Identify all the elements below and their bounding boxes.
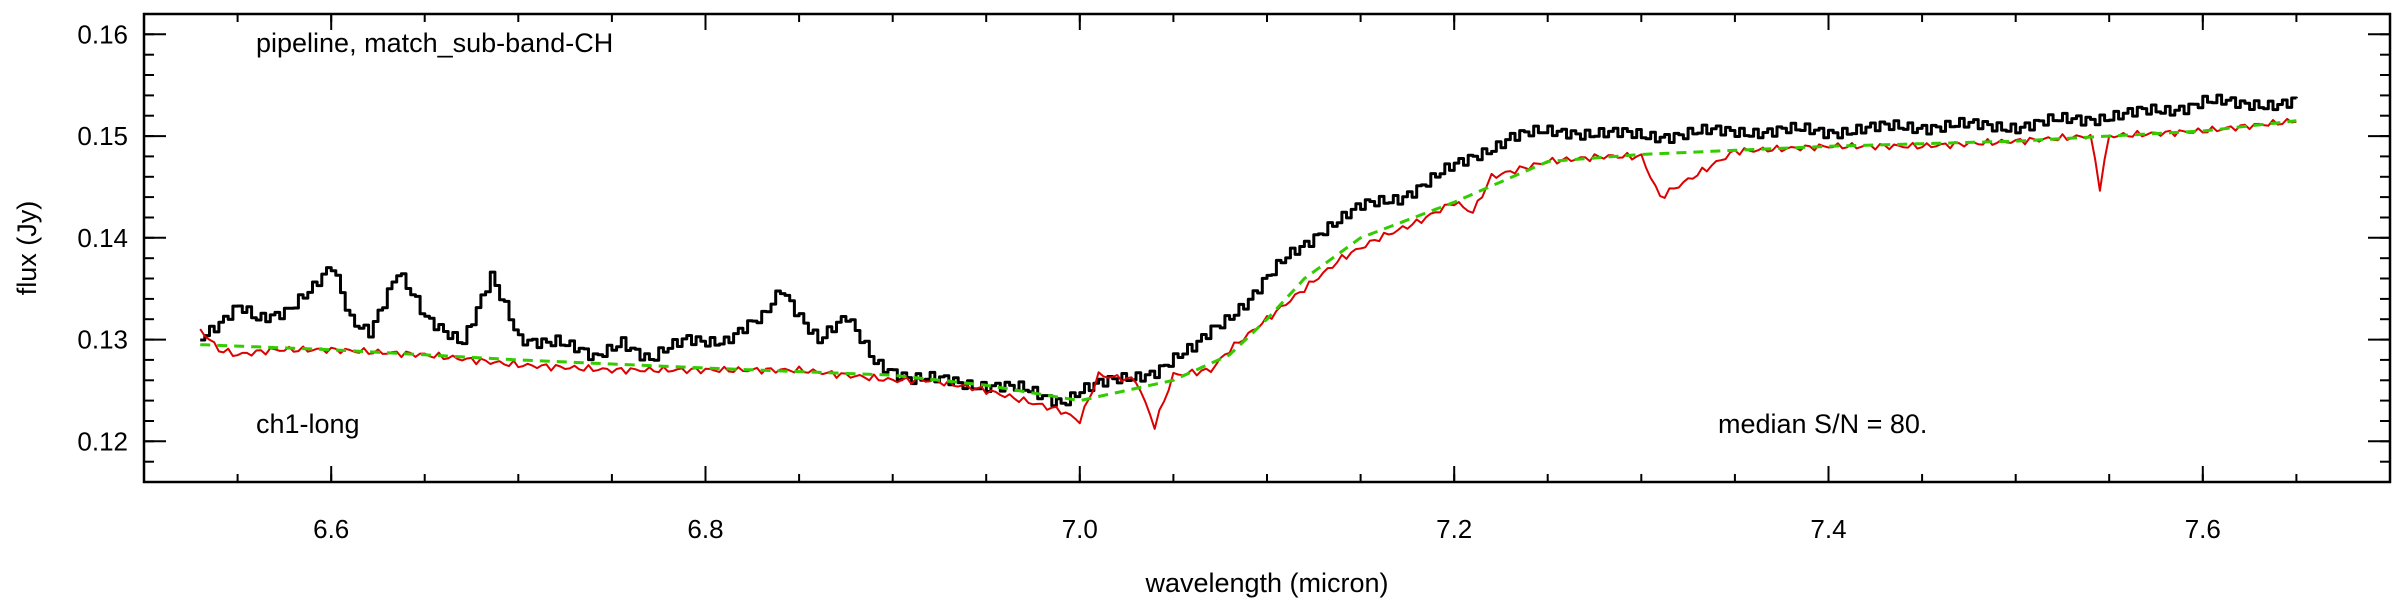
y-axis-title: flux (Jy)	[12, 201, 42, 296]
x-tick-label: 7.4	[1810, 514, 1846, 544]
tick-layer	[144, 13, 2391, 483]
x-tick-label: 6.6	[313, 514, 349, 544]
x-tick-label: 7.6	[2185, 514, 2221, 544]
series-line-3	[200, 119, 2297, 403]
x-tick-label: 7.2	[1436, 514, 1472, 544]
x-tick-label: 6.8	[687, 514, 723, 544]
annotation-top-left: pipeline, match_sub-band-CH	[256, 28, 613, 58]
series-line-1	[200, 93, 2298, 408]
y-tick-label: 0.14	[77, 223, 128, 253]
series-layer	[199, 93, 2298, 430]
x-axis-title: wavelength (micron)	[1144, 568, 1388, 598]
y-tick-label: 0.13	[77, 325, 128, 355]
x-tick-label: 7.0	[1062, 514, 1098, 544]
y-tick-label: 0.12	[77, 426, 128, 456]
y-tick-label: 0.15	[77, 121, 128, 151]
series-line-2	[199, 117, 2297, 430]
tick-label-layer: 6.6 6.8 7.0 7.2 7.4 7.6 0.12 0.13 0.14 0.15 0.16	[77, 19, 2220, 544]
y-tick-label: 0.16	[77, 19, 128, 49]
plot-frame	[142, 12, 2392, 484]
annotation-bottom-left: ch1-long	[256, 409, 360, 439]
annotation-bottom-right: median S/N = 80.	[1718, 409, 1927, 439]
